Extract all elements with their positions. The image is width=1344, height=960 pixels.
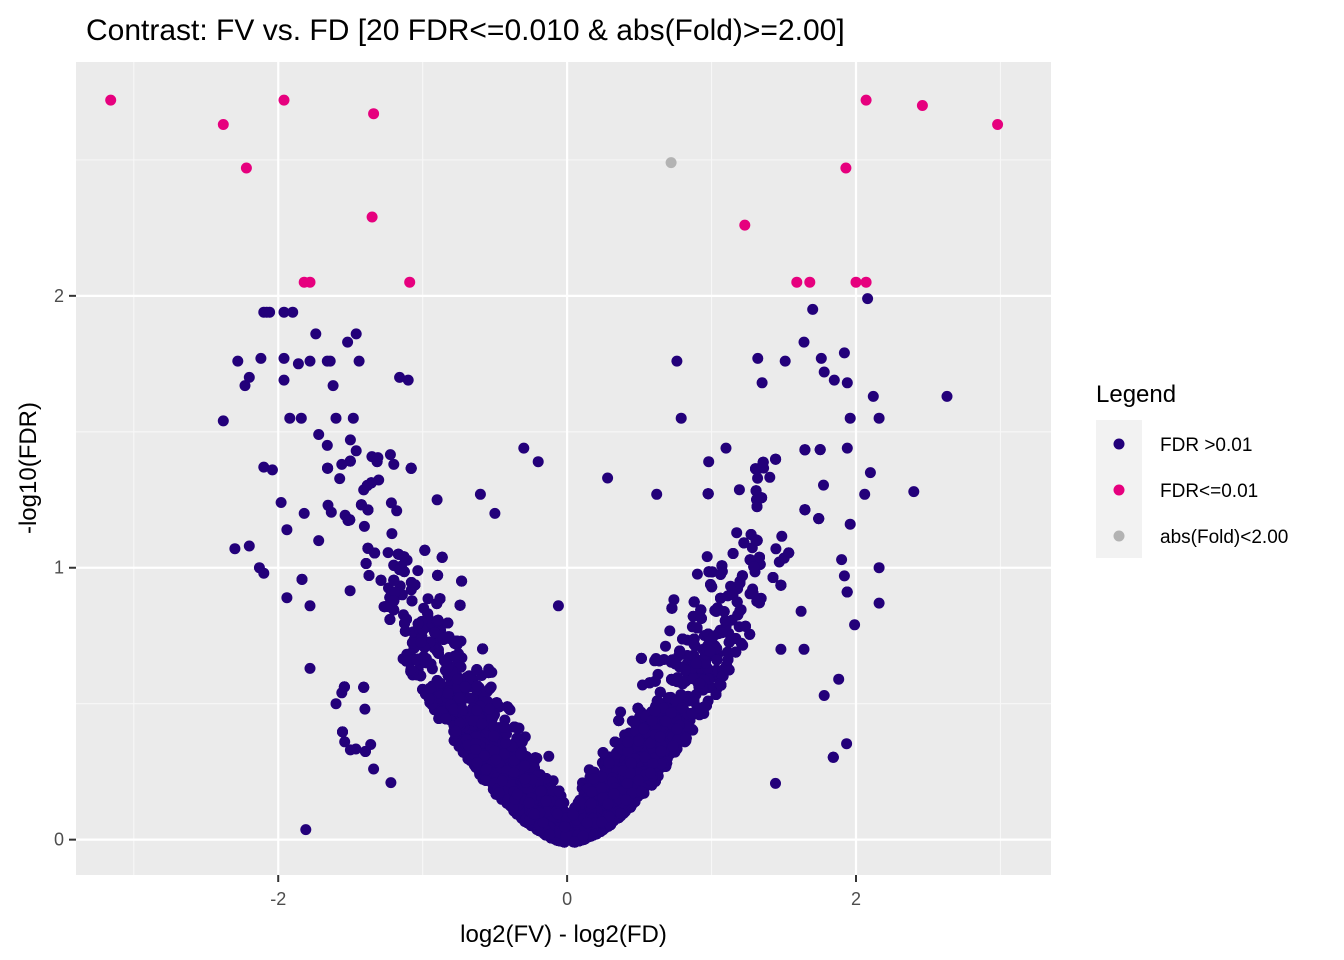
point-fdr-gt-001 (818, 479, 829, 491)
point-fdr-gt-001 (691, 568, 703, 580)
point-fdr-gt-001 (391, 505, 403, 517)
point-fdr-gt-001 (664, 625, 676, 637)
point-fdr-gt-001 (770, 543, 782, 555)
point-fdr-gt-001 (770, 777, 781, 789)
point-fdr-gt-001 (322, 499, 334, 511)
chart-title: Contrast: FV vs. FD [20 FDR<=0.010 & abs… (86, 14, 845, 47)
point-fdr-gt-001 (660, 640, 671, 652)
point-fdr-gt-001 (752, 472, 764, 484)
point-fdr-gt-001 (731, 527, 743, 539)
point-fdr-gt-001 (422, 593, 434, 605)
point-fdr-gt-001 (334, 473, 346, 485)
point-fdr-gt-001 (300, 824, 312, 836)
point-fdr-gt-001 (764, 471, 776, 483)
point-fdr-gt-001 (358, 520, 370, 532)
point-fdr-gt-001 (385, 497, 397, 509)
point-fdr-gt-001 (386, 528, 398, 540)
point-fdr-gt-001 (615, 706, 627, 718)
point-fdr-gt-001 (776, 530, 788, 542)
gridlines (76, 62, 1051, 875)
point-fdr-gt-001 (382, 547, 394, 559)
point-fdr-gt-001 (344, 585, 356, 597)
data-points (105, 94, 1004, 848)
point-fdr-gt-001 (701, 551, 713, 563)
point-fdr-gt-001 (412, 565, 424, 577)
point-fdr-gt-001 (384, 449, 396, 461)
point-fdr-gt-001 (668, 594, 680, 606)
point-fdr-gt-001 (841, 738, 853, 750)
plot-panel (76, 62, 1051, 875)
point-fdr-gt-001 (733, 484, 745, 496)
point-fdr-gt-001 (543, 750, 555, 762)
point-fdr-gt-001 (737, 639, 749, 651)
